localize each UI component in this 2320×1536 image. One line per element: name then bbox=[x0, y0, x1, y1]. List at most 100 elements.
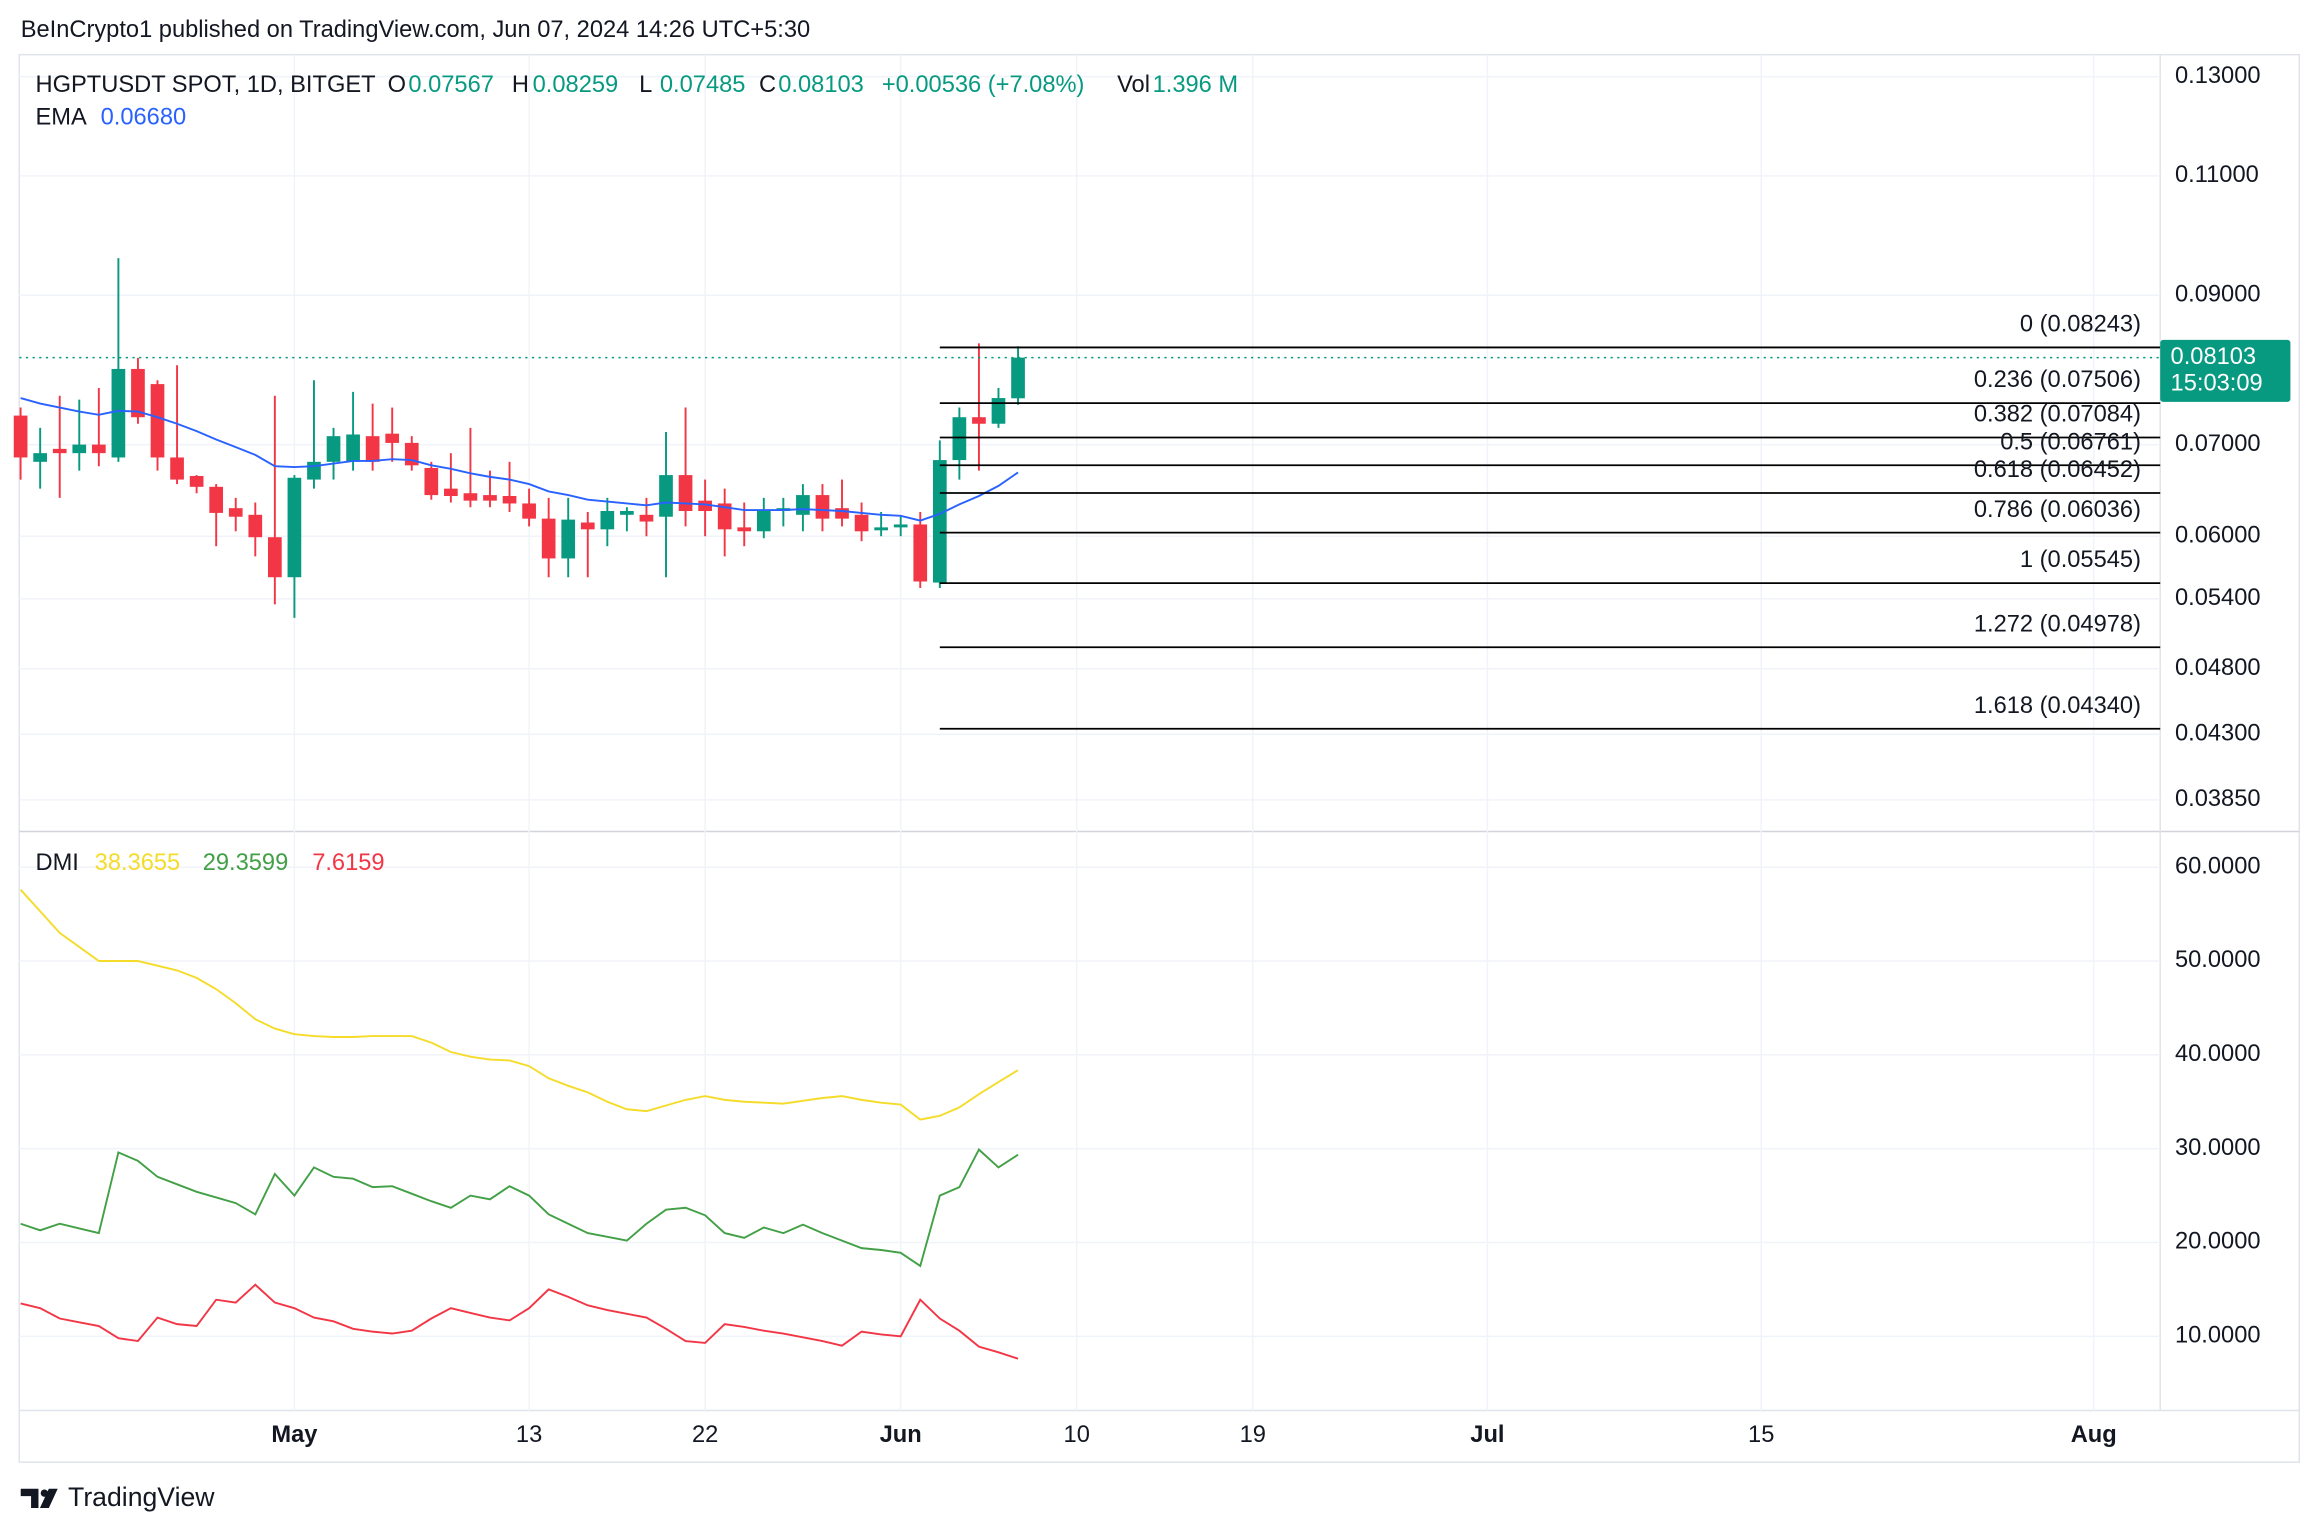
high-value: 0.08259 bbox=[533, 72, 619, 98]
candle-body bbox=[268, 537, 282, 578]
candle-body bbox=[580, 522, 595, 530]
dmi-line bbox=[20, 1283, 1019, 1360]
x-tick-label: 10 bbox=[1064, 1422, 1090, 1448]
candle-body bbox=[483, 495, 497, 501]
ema-value: 0.06680 bbox=[101, 104, 187, 130]
logo-icon bbox=[20, 1488, 58, 1508]
y-tick-label: 0.05400 bbox=[2175, 585, 2261, 611]
y-tick-label: 0.07000 bbox=[2175, 431, 2261, 457]
candle-body bbox=[228, 508, 243, 517]
candle-body bbox=[835, 508, 849, 519]
x-tick-label: Jun bbox=[880, 1422, 922, 1448]
candle-body bbox=[600, 511, 615, 530]
candle-body bbox=[913, 524, 928, 582]
candle-body bbox=[561, 519, 576, 559]
open-value: 0.07567 bbox=[408, 72, 494, 98]
candle-body bbox=[639, 514, 654, 522]
y-tick-label: 10.0000 bbox=[2175, 1323, 2261, 1349]
volume-label: Vol bbox=[1117, 72, 1150, 98]
candle-body bbox=[52, 448, 67, 454]
candle-body bbox=[463, 493, 478, 501]
x-tick-label: 22 bbox=[692, 1422, 718, 1448]
y-tick-label: 30.0000 bbox=[2175, 1135, 2261, 1161]
candle-body bbox=[678, 475, 693, 512]
x-tick-label: 19 bbox=[1240, 1422, 1266, 1448]
candle-body bbox=[346, 434, 360, 462]
candle-body bbox=[522, 503, 536, 519]
fib-label: 0.618 (0.06452) bbox=[1974, 457, 2141, 483]
candle-body bbox=[424, 467, 439, 496]
candle-body bbox=[385, 433, 400, 443]
y-tick-label: 40.0000 bbox=[2175, 1041, 2261, 1067]
adx-value: 38.3655 bbox=[95, 850, 181, 876]
ema-line bbox=[20, 397, 1019, 522]
grid bbox=[19, 54, 2161, 1411]
open-label: O bbox=[388, 72, 406, 98]
candle-body bbox=[737, 527, 752, 532]
minus-di-value: 7.6159 bbox=[312, 850, 384, 876]
fib-label: 1 (0.05545) bbox=[2020, 547, 2141, 573]
header: BeInCrypto1 published on TradingView.com… bbox=[21, 17, 810, 43]
x-tick-label: Jul bbox=[1470, 1422, 1504, 1448]
candle-body bbox=[717, 503, 732, 530]
candle-body bbox=[854, 514, 869, 532]
candle-body bbox=[815, 495, 830, 519]
y-tick-label: 0.03850 bbox=[2175, 786, 2261, 812]
countdown-label: 15:03:09 bbox=[2171, 370, 2263, 396]
candle-body bbox=[756, 511, 771, 532]
candle-body bbox=[972, 417, 986, 424]
fib-label: 1.618 (0.04340) bbox=[1974, 693, 2141, 719]
candle-body bbox=[893, 524, 908, 528]
candle-body bbox=[170, 457, 184, 480]
logo: TradingView bbox=[20, 1482, 215, 1512]
candle-body bbox=[932, 460, 947, 583]
candle-body bbox=[307, 461, 321, 480]
candle-body bbox=[189, 475, 204, 487]
x-tick-label: Aug bbox=[2071, 1422, 2117, 1448]
candle-body bbox=[150, 384, 165, 458]
candle-body bbox=[952, 417, 967, 461]
candle-body bbox=[502, 496, 517, 504]
x-tick-label: May bbox=[271, 1422, 318, 1448]
candle-body bbox=[991, 398, 1006, 424]
y-tick-label: 60.0000 bbox=[2175, 853, 2261, 879]
close-value: 0.08103 bbox=[778, 72, 864, 98]
y-tick-label: 0.11000 bbox=[2175, 162, 2259, 188]
candle-body bbox=[33, 453, 48, 462]
dmi-line bbox=[19, 889, 1019, 1121]
fib-label: 1.272 (0.04978) bbox=[1974, 611, 2141, 637]
y-tick-label: 0.09000 bbox=[2175, 281, 2261, 307]
fib-label: 0.5 (0.06761) bbox=[2000, 429, 2141, 455]
candle-body bbox=[131, 368, 145, 418]
candle-body bbox=[365, 436, 380, 462]
candle-body bbox=[659, 475, 673, 517]
brand: TradingView bbox=[68, 1482, 215, 1512]
y-tick-label: 20.0000 bbox=[2175, 1229, 2261, 1255]
low-label: L bbox=[639, 72, 652, 98]
fib-label: 0.786 (0.06036) bbox=[1974, 497, 2141, 523]
candle-body bbox=[444, 488, 458, 497]
candle-body bbox=[91, 444, 106, 454]
y-tick-label: 0.04800 bbox=[2175, 655, 2261, 681]
dmi-title: DMI bbox=[36, 850, 79, 876]
candle-body bbox=[111, 368, 126, 458]
fib-label: 0 (0.08243) bbox=[2020, 312, 2141, 338]
candle-body bbox=[874, 527, 888, 531]
high-label: H bbox=[512, 72, 529, 98]
candle-body bbox=[698, 500, 712, 512]
y-tick-label: 0.06000 bbox=[2175, 522, 2261, 548]
plus-di-value: 29.3599 bbox=[203, 850, 289, 876]
candle-body bbox=[287, 477, 302, 578]
logo-dot bbox=[40, 1489, 49, 1497]
last-price-tag bbox=[2160, 339, 2291, 402]
candle-body bbox=[1011, 357, 1025, 399]
y-tick-label: 50.0000 bbox=[2175, 947, 2261, 973]
candle-body bbox=[13, 415, 28, 458]
fib-label: 0.382 (0.07084) bbox=[1974, 402, 2141, 428]
candle-body bbox=[796, 495, 810, 515]
volume-value: 1.396 M bbox=[1153, 72, 1238, 98]
close-label: C bbox=[759, 72, 776, 98]
